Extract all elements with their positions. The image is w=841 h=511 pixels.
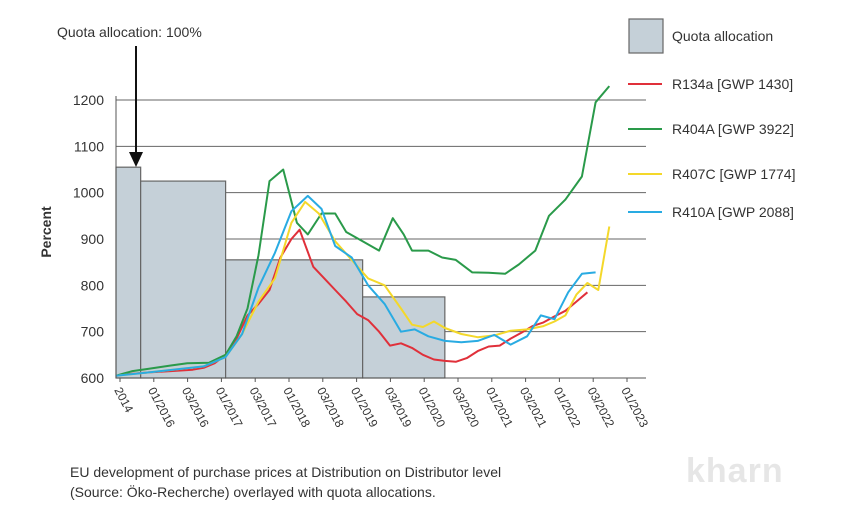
- legend-label-series-0: R134a [GWP 1430]: [672, 76, 793, 92]
- x-tick-label: 01/2023: [618, 385, 651, 430]
- y-tick-label: 800: [81, 277, 105, 293]
- x-tick-label: 01/2021: [483, 385, 516, 430]
- x-tick-label: 03/2022: [585, 385, 618, 430]
- annotation: Quota allocation: 100%: [57, 24, 202, 167]
- x-tick-label: 2014: [111, 385, 136, 415]
- y-tick-label: 600: [81, 370, 105, 386]
- x-tick-labels: 2014 01/2016 03/2016 01/2017 03/2017 01/2018 0…: [111, 378, 651, 430]
- annotation-arrow-head: [129, 152, 143, 167]
- x-tick-label: 01/2019: [348, 385, 381, 430]
- quota-bar-1: [140, 180, 227, 379]
- x-tick-label: 01/2022: [551, 385, 584, 430]
- x-tick-label: 03/2018: [314, 385, 347, 430]
- quota-bars: [115, 166, 446, 379]
- x-tick-label: 01/2018: [280, 385, 313, 430]
- annotation-label: Quota allocation: 100%: [57, 24, 202, 40]
- legend-label-series-3: R410A [GWP 2088]: [672, 204, 794, 220]
- x-tick-label: 03/2020: [449, 385, 482, 430]
- x-tick-label: 03/2017: [247, 385, 280, 430]
- legend-label-series-2: R407C [GWP 1774]: [672, 166, 795, 182]
- axes: [115, 96, 646, 379]
- y-tick-label: 1000: [73, 185, 104, 201]
- y-tick-label: 700: [81, 324, 105, 340]
- y-tick-label: 1100: [74, 138, 104, 154]
- series-line-3: [115, 194, 596, 377]
- legend-label-quota: Quota allocation: [672, 28, 773, 44]
- figure-caption: EU development of purchase prices at Dis…: [70, 464, 502, 500]
- x-tick-label: 03/2021: [517, 385, 550, 430]
- x-tick-label: 01/2017: [213, 385, 246, 430]
- legend-label-series-1: R404A [GWP 3922]: [672, 121, 794, 137]
- legend: Quota allocation R134a [GWP 1430] R404A [G…: [628, 18, 795, 220]
- x-tick-label: 01/2020: [416, 385, 449, 430]
- series-line-1: [115, 85, 611, 377]
- series-lines: [115, 85, 611, 377]
- y-axis-label: Percent: [38, 206, 54, 258]
- legend-swatch-quota: [628, 18, 664, 54]
- x-tick-label: 03/2019: [382, 385, 415, 430]
- x-tick-label: 01/2016: [145, 385, 178, 430]
- y-tick-labels: 600 700 800 900 1000 1100 1200: [73, 92, 104, 386]
- y-tick-label: 900: [81, 231, 105, 247]
- watermark-logo: kharn: [686, 452, 784, 490]
- y-tick-label: 1200: [73, 92, 104, 108]
- quota-bar-0: [115, 166, 142, 379]
- x-tick-label: 03/2016: [179, 385, 212, 430]
